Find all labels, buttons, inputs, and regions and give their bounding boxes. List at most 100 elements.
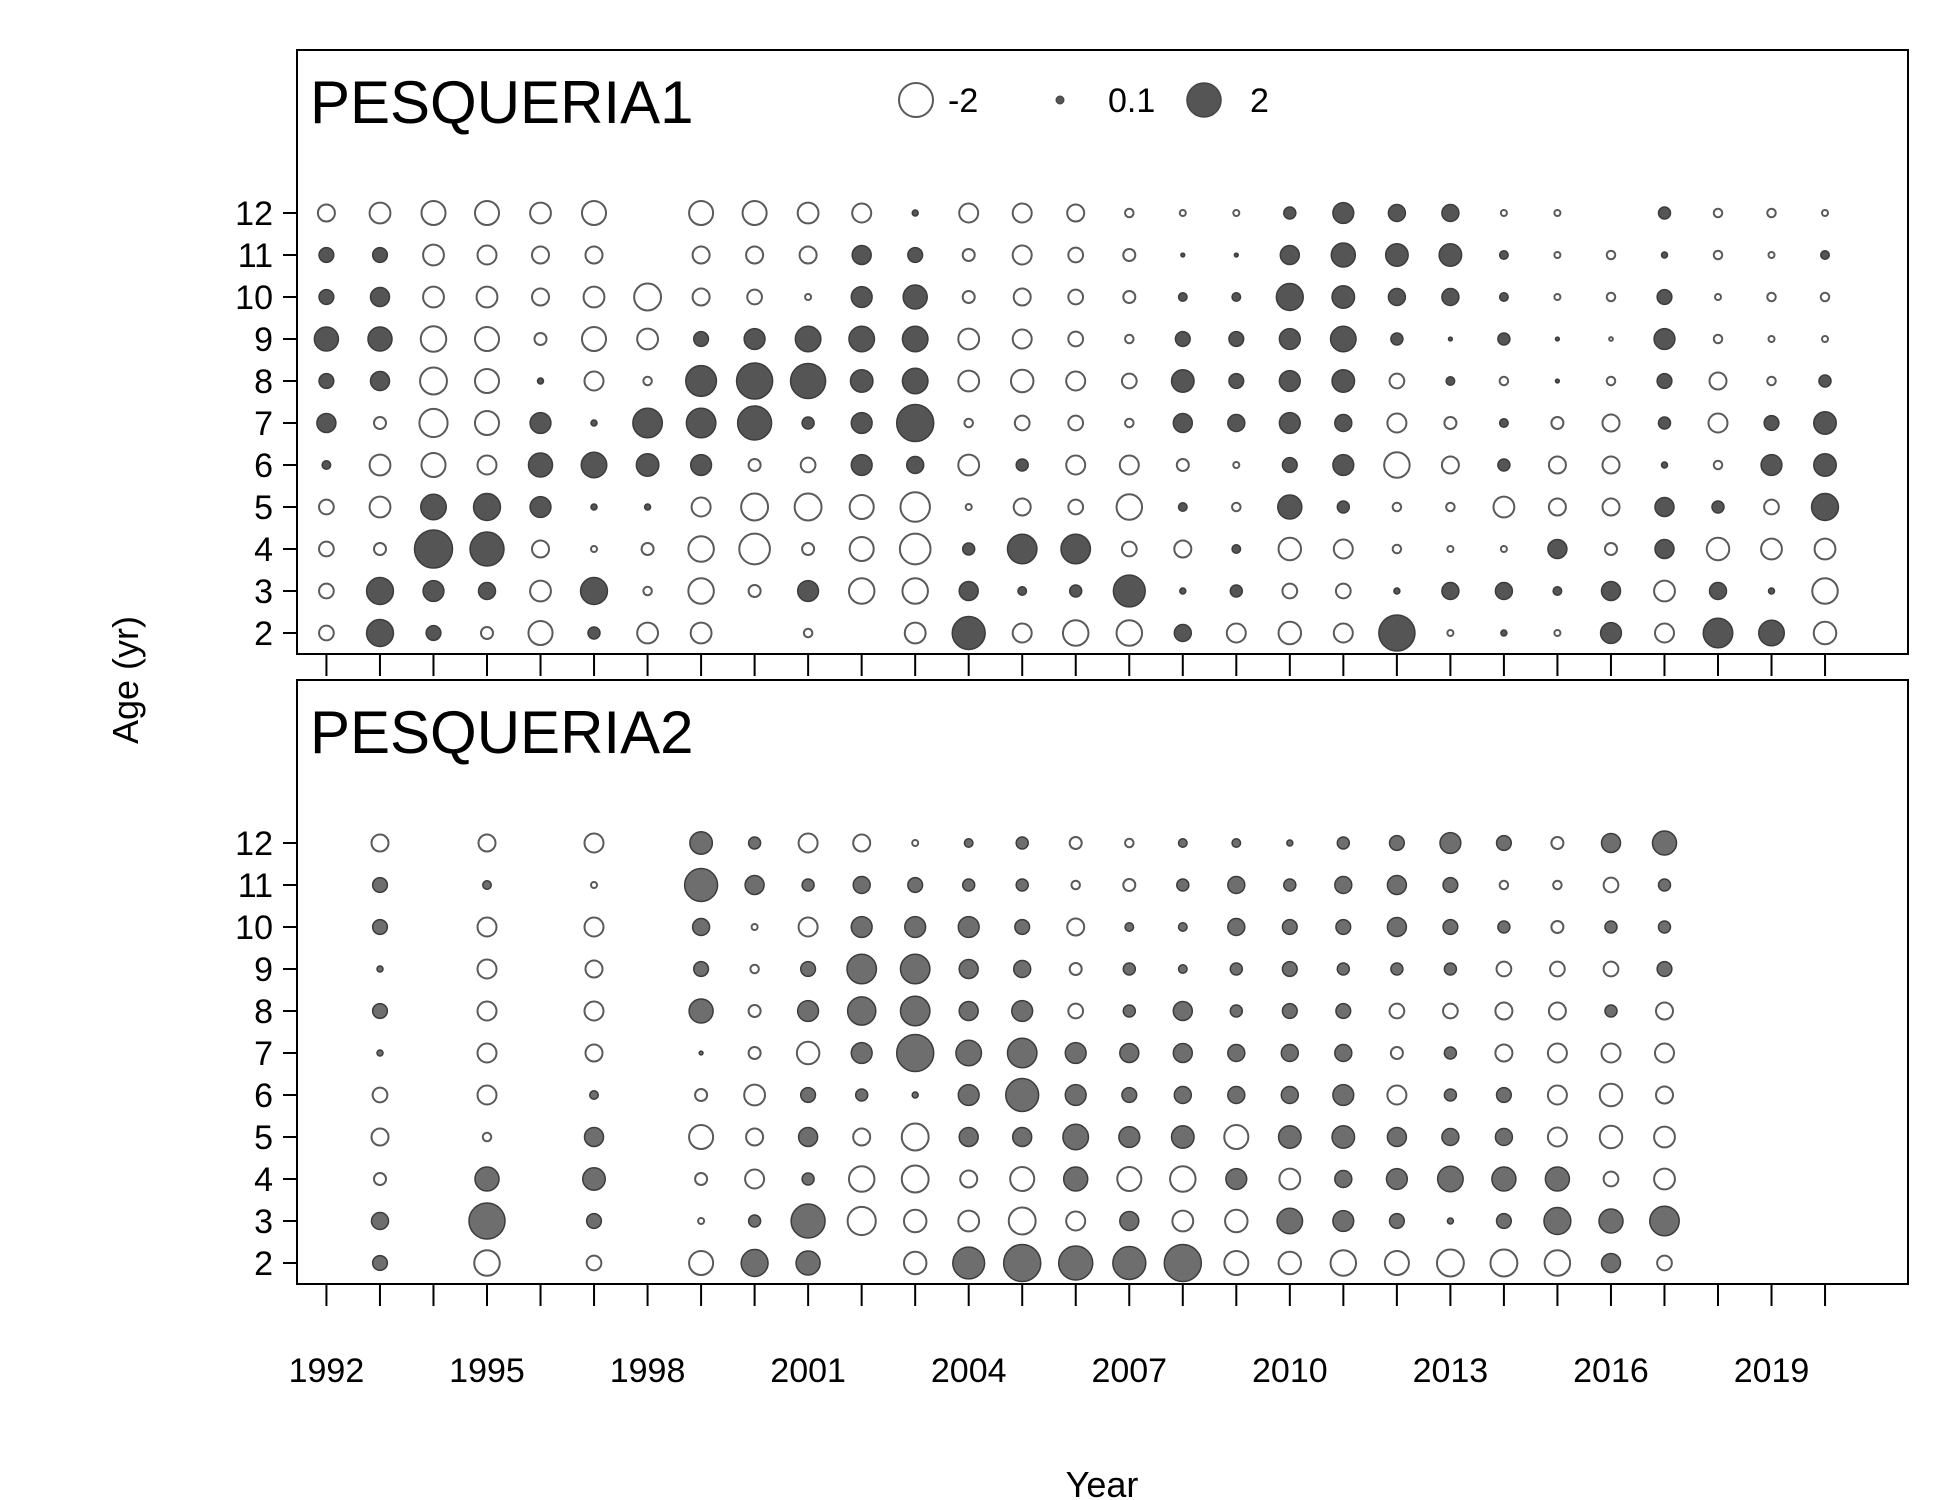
bubble [790,1203,826,1239]
bubble [743,327,766,351]
bubble [1180,252,1186,258]
bubble [1712,207,1724,219]
y-tick-label: 8 [254,363,273,401]
bubble [529,579,552,603]
bubble [369,370,391,392]
bubble [1390,962,1404,976]
bubble [958,958,979,980]
bubble [1708,371,1728,391]
bubble [793,492,823,522]
bubble [1065,1210,1087,1232]
bubble [316,203,336,223]
bubble [579,576,609,606]
panel-frame [296,49,1909,655]
bubble [1112,1245,1147,1281]
bubble [1175,457,1190,473]
bubble [475,285,499,309]
legend-symbol-pos [1186,82,1222,118]
bubble [1064,1083,1087,1107]
bubble [1227,875,1246,895]
bubble [1435,1248,1465,1278]
bubble [1068,961,1083,977]
bubble [1062,1123,1090,1151]
bubble [536,377,545,385]
bubble [747,1003,762,1019]
bubble [1702,617,1734,649]
bubble [1388,834,1406,852]
bubble [642,585,653,597]
bubble [1120,372,1138,390]
bubble [371,246,389,264]
bubble [582,285,606,309]
bubble [476,1084,498,1106]
bubble [958,1000,979,1022]
bubble [473,1249,501,1277]
bubble [1378,614,1416,652]
x-tick-label: 2004 [931,1352,1007,1390]
bubble [1012,497,1032,517]
bubble [1280,1085,1300,1105]
bubble [689,453,713,477]
y-tick-label: 6 [254,447,273,485]
bubble [1388,372,1406,390]
bubble [413,529,454,569]
bubble [801,541,816,557]
bubble [1763,414,1780,432]
bubble [1811,577,1839,605]
y-tick-label: 4 [254,1161,273,1199]
bubble [1605,249,1617,261]
bubble [632,407,664,439]
bubble [1122,877,1137,893]
bubble [1553,251,1562,259]
bubble [1065,370,1087,392]
bubble [1766,291,1777,303]
bubble [476,1000,498,1022]
bubble [1388,1002,1406,1020]
bubble [1385,1167,1409,1191]
bubble [1554,378,1561,384]
bubble [1600,1042,1622,1064]
bubble [318,372,335,390]
bubble [1436,1165,1464,1193]
bubble [584,1043,604,1063]
bubble [584,959,604,979]
bubble [1601,413,1621,433]
bubble [1009,368,1035,394]
bubble [368,453,392,477]
bubble [1495,1086,1513,1104]
bubble [1495,834,1513,852]
bubble [957,915,980,939]
x-tick-label: 2019 [1734,1352,1810,1390]
bubble [365,576,395,606]
bubble [1332,1209,1355,1233]
bubble [1547,1001,1567,1021]
bubble [1225,1167,1248,1191]
bubble [789,362,827,400]
bubble [473,199,501,227]
bubble [1177,502,1188,512]
bubble [1227,1085,1246,1105]
bubble [848,325,876,353]
bubble [1112,574,1146,608]
bubble [318,288,335,306]
bubble [1443,962,1458,976]
bubble [964,503,973,511]
legend-symbol-small [1055,95,1065,105]
bubble [1605,375,1617,387]
y-tick-label: 2 [254,1245,273,1283]
bubble [850,915,873,939]
bubble [1446,629,1455,637]
bubble [1767,335,1776,343]
bubble [582,1167,606,1191]
bubble [1231,544,1242,554]
bubble [1061,619,1090,647]
bubble [738,532,771,566]
bubble [367,326,393,352]
bubble [957,1209,981,1233]
x-tick-label: 1998 [610,1352,686,1390]
bubble [482,880,492,890]
bubble [481,1131,493,1143]
bubble [1007,1206,1037,1236]
bubble [643,503,652,511]
bubble [1122,247,1137,263]
